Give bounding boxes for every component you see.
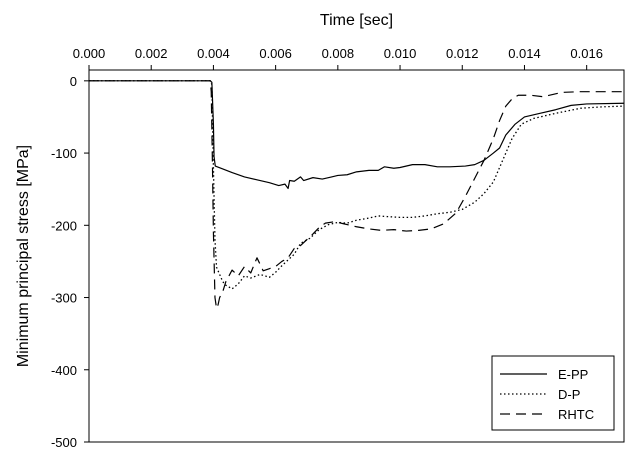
y-tick-label: -100 [51,146,77,161]
x-tick-label: 0.000 [73,46,106,61]
series-layer [89,80,625,309]
legend-label: RHTC [558,407,594,422]
legend-box [491,355,615,431]
y-tick-label: -500 [51,435,77,450]
x-tick-label: 0.012 [446,46,479,61]
legend-label: D-P [558,387,580,402]
x-tick-label: 0.002 [135,46,168,61]
legend: E-PP D-P RHTC [491,355,615,431]
x-tick-label: 0.016 [570,46,603,61]
series-line-rhtc [89,80,624,309]
plot-area-border [88,69,625,443]
x-tick-label: 0.014 [508,46,541,61]
x-tick-label: 0.004 [197,46,230,61]
y-tick-label: -400 [51,363,77,378]
y-axis-label: Minimum principal stress [MPa] [15,145,32,367]
plot-frame [88,69,625,443]
x-tick-label: 0.010 [384,46,417,61]
legend-label: E-PP [558,367,588,382]
x-axis: 0.000 0.002 0.004 0.006 0.008 0.010 0.012 0.014… [73,46,603,70]
x-axis-label: Time [sec] [320,12,393,29]
y-tick-label: -300 [51,291,77,306]
series-line-d-p [89,80,625,290]
x-tick-label: 0.006 [259,46,292,61]
y-tick-label: -200 [51,218,77,233]
series-line-e-pp [89,80,625,190]
x-tick-label: 0.008 [322,46,355,61]
y-axis: 0 -100 -200 -300 -400 -500 [51,74,89,450]
y-tick-label: 0 [70,74,77,89]
